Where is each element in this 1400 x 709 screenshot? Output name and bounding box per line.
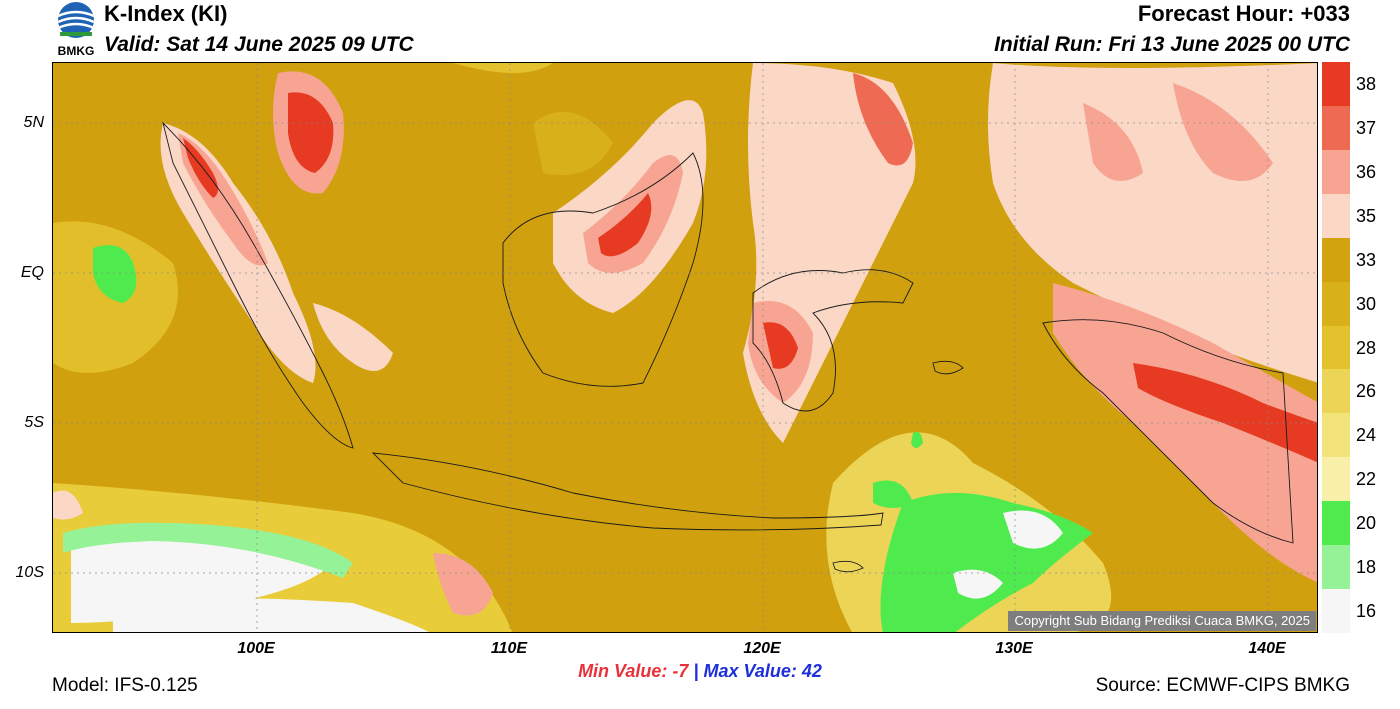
colorbar-segment [1322,589,1350,634]
lon-label-130e: 130E [995,640,1033,657]
colorbar-segment [1322,237,1350,283]
valid-time: Valid: Sat 14 June 2025 09 UTC [104,33,414,56]
colorbar-label: 20 [1356,513,1377,534]
value-separator: | [693,661,699,681]
min-max-values: Min Value: -7 | Max Value: 42 [0,661,1400,682]
colorbar-segment [1322,325,1350,370]
colorbar-segment [1322,62,1350,107]
colorbar-label: 24 [1356,425,1377,446]
colorbar-segment [1322,149,1350,195]
lon-label-120e: 120E [743,640,781,657]
colorbar-segment [1322,281,1350,327]
colorbar-label: 28 [1356,337,1377,358]
colorbar-segment [1322,105,1350,151]
initial-run: Initial Run: Fri 13 June 2025 00 UTC [994,33,1350,56]
logo-text: BMKG [57,44,95,58]
colorbar-label: 37 [1356,117,1377,138]
lat-label-5s: 5S [24,414,44,431]
colorbar-label: 33 [1356,249,1377,270]
model-name: Model: IFS-0.125 [52,675,198,696]
colorbar-segment [1322,413,1350,458]
bmkg-logo: BMKG [50,0,102,62]
colorbar-label: 38 [1356,73,1377,94]
chart-title: K-Index (KI) [104,1,228,26]
colorbar-label: 36 [1356,161,1377,182]
lon-label-110e: 110E [490,640,528,657]
min-value: -7 [672,661,689,681]
data-source: Source: ECMWF-CIPS BMKG [1095,675,1350,696]
map-canvas [53,63,1317,632]
colorbar-label: 26 [1356,381,1377,402]
colorbar-segment [1322,545,1350,590]
lon-label-100e: 100E [237,640,275,657]
colorbar [1322,62,1350,634]
colorbar-label: 22 [1356,469,1377,490]
colorbar-segment [1322,457,1350,502]
lon-label-140e: 140E [1248,640,1286,657]
min-value-label: Min Value: [578,661,668,681]
lat-label-10s: 10S [15,564,44,581]
colorbar-segment [1322,193,1350,239]
k-index-map: Copyright Sub Bidang Prediksi Cuaca BMKG… [52,62,1318,633]
forecast-hour: Forecast Hour: +033 [1137,1,1350,26]
max-value-label: Max Value: [703,661,797,681]
colorbar-label: 30 [1356,293,1377,314]
colorbar-segment [1322,501,1350,546]
colorbar-segment [1322,369,1350,414]
lat-label-eq: EQ [20,264,44,281]
colorbar-label: 16 [1356,601,1377,622]
copyright-notice: Copyright Sub Bidang Prediksi Cuaca BMKG… [1008,611,1316,631]
colorbar-label: 35 [1356,205,1377,226]
lat-label-5n: 5N [23,114,44,131]
colorbar-label: 18 [1356,557,1377,578]
max-value: 42 [801,661,822,681]
